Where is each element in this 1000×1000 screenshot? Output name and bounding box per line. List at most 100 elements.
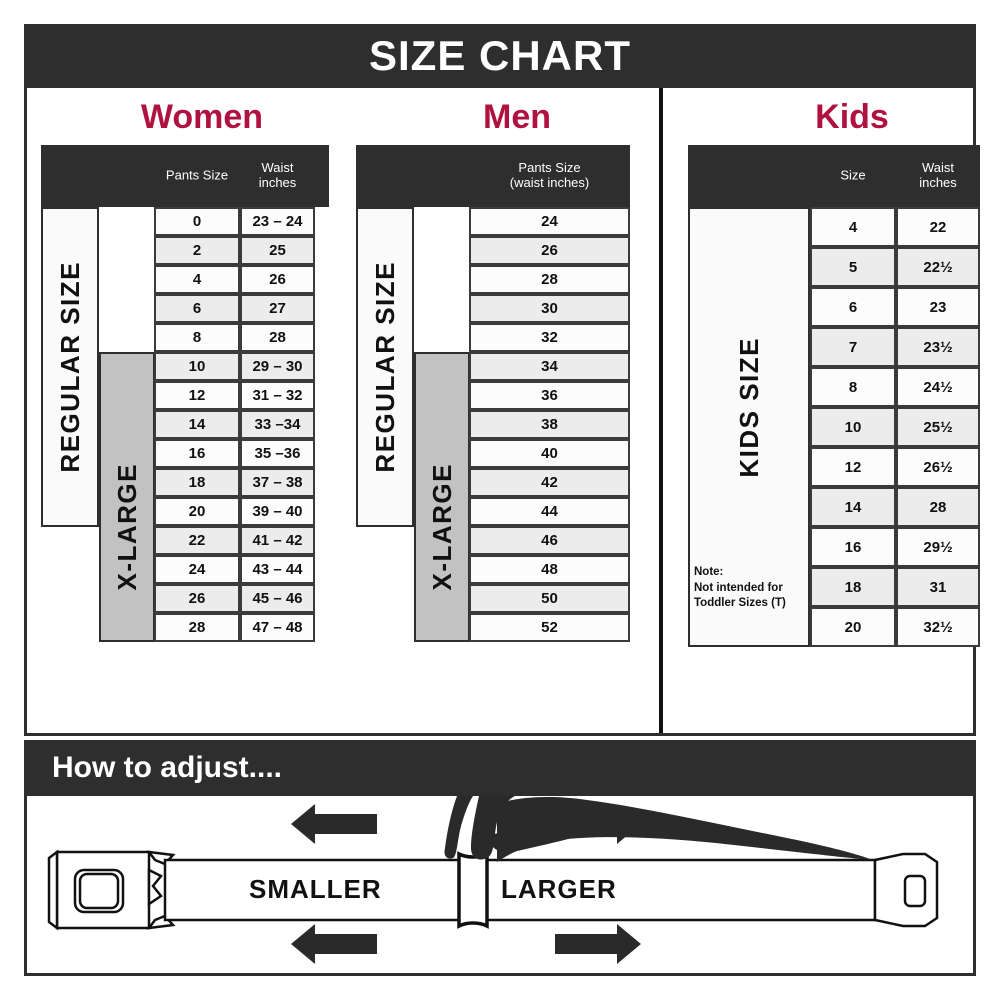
- women-cell: 28: [154, 613, 240, 642]
- women-cell: 37 – 38: [240, 468, 315, 497]
- adjust-label-smaller: SMALLER: [249, 874, 382, 904]
- kids-cell: 12: [810, 447, 896, 487]
- women-cell: 31 – 32: [240, 381, 315, 410]
- kids-cell: 31: [896, 567, 980, 607]
- kids-cell: 26½: [896, 447, 980, 487]
- kids-cell: 22: [896, 207, 980, 247]
- women-cell: 20: [154, 497, 240, 526]
- kids-column-header: Waist inches: [919, 160, 957, 190]
- women-cell: 43 – 44: [240, 555, 315, 584]
- women-cell: 23 – 24: [240, 207, 315, 236]
- women-cell: 33 –34: [240, 410, 315, 439]
- kids-cell: 6: [810, 287, 896, 327]
- men-regular-size-box-label: REGULAR SIZE: [369, 261, 400, 473]
- women-cell: 35 –36: [240, 439, 315, 468]
- section-heading-women: Women: [140, 98, 264, 136]
- women-cell: 29 – 30: [240, 352, 315, 381]
- women-cell: 26: [154, 584, 240, 613]
- men-cell: 36: [469, 381, 630, 410]
- men-cell: 38: [469, 410, 630, 439]
- men-cell: 30: [469, 294, 630, 323]
- section-heading-kids: Kids: [815, 98, 889, 136]
- men-cell: 26: [469, 236, 630, 265]
- kids-note: Note: Not intended for Toddler Sizes (T): [694, 566, 786, 610]
- women-table-header: Pants Size Waist inches: [41, 145, 329, 207]
- kids-size-box-label: KIDS SIZE: [733, 336, 764, 478]
- kids-cell: 20: [810, 607, 896, 647]
- kids-cell: 14: [810, 487, 896, 527]
- kids-cell: 5: [810, 247, 896, 287]
- women-cell: 41 – 42: [240, 526, 315, 555]
- women-cell: 10: [154, 352, 240, 381]
- howto-adjust-bar: How to adjust....: [24, 740, 976, 796]
- men-cell: 42: [469, 468, 630, 497]
- kids-cell: 24½: [896, 367, 980, 407]
- women-cell: 4: [154, 265, 240, 294]
- women-cell: 6: [154, 294, 240, 323]
- howto-adjust-title: How to adjust....: [52, 751, 282, 784]
- kids-cell: 4: [810, 207, 896, 247]
- kids-cell: 23½: [896, 327, 980, 367]
- men-size-table: Pants Size (waist inches) REGULAR SIZE X-…: [356, 145, 630, 642]
- women-cell: 47 – 48: [240, 613, 315, 642]
- adjust-label-larger: LARGER: [501, 874, 617, 904]
- kids-cell: 28: [896, 487, 980, 527]
- women-cell: 8: [154, 323, 240, 352]
- women-column-header: Pants Size: [165, 167, 229, 183]
- kids-cell: 23: [896, 287, 980, 327]
- men-cell: 28: [469, 265, 630, 294]
- women-cell: 24: [154, 555, 240, 584]
- women-cell: 39 – 40: [240, 497, 315, 526]
- kids-size-box: KIDS SIZE: [688, 207, 810, 647]
- women-cell: 16: [154, 439, 240, 468]
- section-heading-men: Men: [483, 98, 551, 136]
- men-cell: 32: [469, 323, 630, 352]
- women-cell: 2: [154, 236, 240, 265]
- kids-cell: 25½: [896, 407, 980, 447]
- kids-size-table: Size Waist inches KIDS SIZE 4 22 5 22½ 6 23 7 23½…: [688, 145, 980, 647]
- women-column-header: Waist inches: [258, 160, 297, 190]
- page-title: SIZE CHART: [369, 32, 631, 79]
- kids-column-header: Size: [840, 167, 866, 183]
- women-cell: 18: [154, 468, 240, 497]
- women-xlarge-box-label: X-LARGE: [111, 463, 142, 591]
- women-regular-size-box-label: REGULAR SIZE: [54, 261, 85, 473]
- men-cell: 40: [469, 439, 630, 468]
- men-cell: 50: [469, 584, 630, 613]
- men-cell: 24: [469, 207, 630, 236]
- belt-adjust-illustration: [47, 796, 939, 964]
- kids-cell: 22½: [896, 247, 980, 287]
- men-cell: 52: [469, 613, 630, 642]
- kids-cell: 16: [810, 527, 896, 567]
- women-cell: 0: [154, 207, 240, 236]
- kids-cell: 18: [810, 567, 896, 607]
- kids-table-header: Size Waist inches: [688, 145, 980, 207]
- kids-cell: 10: [810, 407, 896, 447]
- kids-cell: 32½: [896, 607, 980, 647]
- men-regular-size-box: REGULAR SIZE: [356, 207, 414, 527]
- men-cell: 48: [469, 555, 630, 584]
- kids-cell: 7: [810, 327, 896, 367]
- women-size-table: Pants Size Waist inches REGULAR SIZE X-LAR…: [41, 145, 329, 642]
- women-cell: 12: [154, 381, 240, 410]
- women-xlarge-box: X-LARGE: [99, 352, 155, 642]
- women-cell: 22: [154, 526, 240, 555]
- panel-divider: [659, 88, 663, 733]
- women-cell: 27: [240, 294, 315, 323]
- page-title-bar: SIZE CHART: [24, 24, 976, 88]
- men-xlarge-box-label: X-LARGE: [426, 463, 457, 591]
- women-cell: 14: [154, 410, 240, 439]
- women-regular-size-box: REGULAR SIZE: [41, 207, 99, 527]
- men-cell: 46: [469, 526, 630, 555]
- men-cell: 34: [469, 352, 630, 381]
- men-cell: 44: [469, 497, 630, 526]
- women-cell: 45 – 46: [240, 584, 315, 613]
- kids-cell: 8: [810, 367, 896, 407]
- men-xlarge-box: X-LARGE: [414, 352, 470, 642]
- kids-cell: 29½: [896, 527, 980, 567]
- size-tables-panel: Women Men Kids Pants Size Waist inches RE…: [24, 88, 980, 802]
- women-cell: 26: [240, 265, 315, 294]
- men-table-header: Pants Size (waist inches): [356, 145, 630, 207]
- women-cell: 25: [240, 236, 315, 265]
